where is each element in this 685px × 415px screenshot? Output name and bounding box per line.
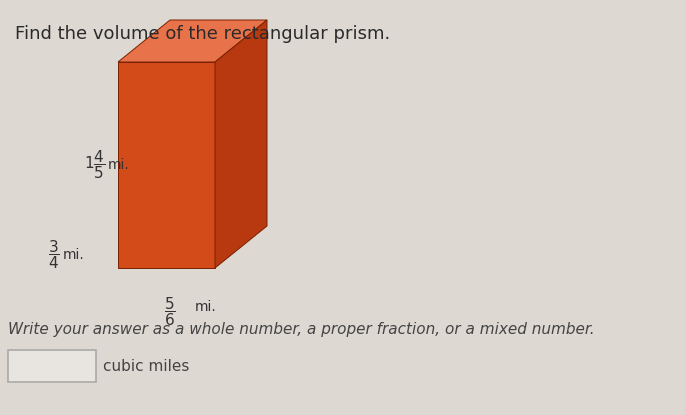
Text: mi.: mi. bbox=[63, 248, 85, 262]
Text: mi.: mi. bbox=[108, 158, 129, 172]
Text: cubic miles: cubic miles bbox=[103, 359, 189, 374]
Polygon shape bbox=[215, 20, 267, 268]
Text: Write your answer as a whole number, a proper fraction, or a mixed number.: Write your answer as a whole number, a p… bbox=[8, 322, 595, 337]
Polygon shape bbox=[118, 20, 267, 62]
Text: $\dfrac{3}{4}$: $\dfrac{3}{4}$ bbox=[49, 239, 60, 271]
FancyBboxPatch shape bbox=[8, 350, 96, 382]
Text: Find the volume of the rectangular prism.: Find the volume of the rectangular prism… bbox=[15, 25, 390, 43]
Text: mi.: mi. bbox=[195, 300, 216, 314]
Polygon shape bbox=[118, 62, 215, 268]
Text: $\dfrac{5}{6}$: $\dfrac{5}{6}$ bbox=[164, 295, 176, 328]
Text: $1\dfrac{4}{5}$: $1\dfrac{4}{5}$ bbox=[84, 149, 105, 181]
